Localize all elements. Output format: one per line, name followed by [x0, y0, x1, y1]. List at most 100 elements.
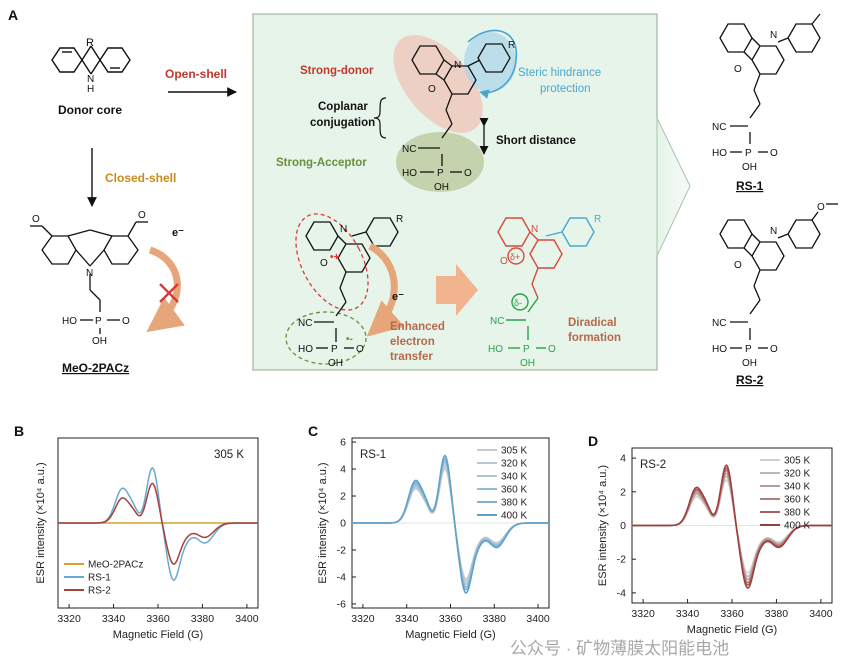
chart-c-xtick-label: 3340 [395, 613, 419, 625]
chart-d: D 3320 3340 3360 3380 3400 -4 -2 0 2 4 Magnetic Fie… [588, 433, 833, 636]
chart-b-xtick-label: 3380 [191, 613, 215, 625]
chart-c-xtick-label: 3380 [483, 613, 507, 625]
chart-b-ylabel: ESR intensity (×10⁴ a.u.) [35, 462, 47, 583]
diradical-o: O [500, 256, 508, 267]
chart-c-xlabel: Magnetic Field (G) [405, 629, 495, 641]
big-flow-arrow [656, 117, 691, 257]
enhanced-label-2: electron [390, 336, 435, 348]
meo-o: O [122, 316, 130, 327]
meo-2pacz-structure [30, 221, 148, 334]
meo-2pacz-label: MeO-2PACz [62, 361, 129, 375]
steric-label-1: Steric hindrance [518, 67, 601, 79]
radical-r: R [396, 214, 403, 225]
chart-b-xlabel: Magnetic Field (G) [113, 629, 203, 641]
chart-d-legend-label: 360 K [784, 495, 810, 506]
chart-d-xtick-label: 3360 [720, 608, 744, 620]
chart-c-legend-label: 305 K [501, 446, 527, 457]
chart-c-legend-label: 320 K [501, 459, 527, 470]
chart-c-ytick-label: 0 [340, 518, 346, 530]
meo-oh: OH [92, 336, 107, 347]
diradical-r: R [594, 214, 601, 225]
rs-2-o2: O [770, 344, 778, 355]
chart-d-ytick-label: 4 [620, 453, 626, 465]
donor-h-atom: H [87, 84, 94, 95]
radical-ho: HO [298, 344, 313, 355]
chart-d-ytick-label: 0 [620, 520, 626, 532]
rs-2-methoxy-o: O [817, 202, 825, 213]
chart-c-legend-label: 400 K [501, 511, 527, 522]
radical-molecule [305, 217, 399, 349]
radical-p: P [331, 344, 338, 355]
open-shell-label: Open-shell [165, 67, 227, 81]
chart-b-annotation: 305 K [214, 449, 244, 461]
steric-rotation-arrow [467, 29, 518, 99]
rs-2-o: O [734, 260, 742, 271]
closed-shell-label: Closed-shell [105, 171, 176, 185]
diradical-label-2: formation [568, 332, 621, 344]
enhanced-label-3: transfer [390, 351, 433, 363]
chart-c: C 3320 3340 3360 3380 3400 -6 -4 -2 0 2 4 6 Magnetic … [308, 423, 550, 641]
rs-2-n: N [770, 226, 777, 237]
coplanar-brace [373, 97, 387, 139]
enhanced-transfer-arrow [366, 242, 405, 337]
radical-acceptor-ring [285, 311, 367, 365]
chart-d-letter: D [588, 433, 598, 449]
chart-d-xlabel: Magnetic Field (G) [687, 624, 777, 636]
chart-c-ylabel: ESR intensity (×10⁴ a.u.) [317, 462, 329, 583]
donor-highlight [393, 35, 483, 133]
center-n-atom: N [454, 60, 461, 71]
diradical-n: N [531, 224, 538, 235]
diradical-molecule [497, 217, 595, 349]
panel-a-letter: A [8, 7, 18, 23]
meo-n-atom: N [86, 268, 93, 279]
diradical-p: P [523, 344, 530, 355]
blocked-transfer-arrow [146, 246, 185, 333]
rs-2-structure [719, 203, 838, 349]
chart-d-xtick-label: 3320 [631, 608, 655, 620]
chart-b-letter: B [14, 423, 24, 439]
radical-minus: •- [346, 334, 353, 345]
diradical-oh: OH [520, 358, 535, 369]
chart-c-ytick-label: 4 [340, 464, 346, 476]
center-o: O [464, 168, 472, 179]
rs-1-o2: O [770, 148, 778, 159]
blocked-cross-icon [159, 283, 179, 303]
chart-c-ytick-label: -4 [337, 571, 346, 583]
chart-d-ytick-label: -2 [617, 554, 626, 566]
donor-core-label: Donor core [58, 103, 122, 117]
meo-p: P [95, 316, 102, 327]
strong-donor-label: Strong-donor [300, 65, 374, 77]
chart-c-legend-label: 380 K [501, 498, 527, 509]
chart-d-legend-label: 340 K [784, 482, 810, 493]
meo-ho: HO [62, 316, 77, 327]
chart-b-legend-label: MeO-2PACz [88, 560, 143, 571]
donor-core-structure [51, 45, 131, 75]
center-oh: OH [434, 182, 449, 193]
rs-1-o: O [734, 64, 742, 75]
chart-b-xtick-label: 3400 [235, 613, 259, 625]
center-molecule [411, 43, 511, 173]
chart-b-xtick-label: 3340 [102, 613, 126, 625]
rs-1-p: P [745, 148, 752, 159]
rs-1-structure [719, 13, 821, 153]
rs-2-label: RS-2 [736, 373, 764, 387]
short-distance-label: Short distance [496, 135, 576, 147]
chart-c-series-line [352, 454, 549, 594]
diradical-delta-minus: δ- [514, 298, 522, 308]
diradical-delta-plus: δ+ [510, 252, 520, 262]
chart-b-xtick-label: 3360 [146, 613, 170, 625]
rs-1-label: RS-1 [736, 179, 764, 193]
watermark: 公众号 · 矿物薄膜太阳能电池 [510, 639, 729, 658]
diradical-flow-arrow [436, 264, 478, 316]
chart-b-legend-label: RS-1 [88, 573, 111, 584]
chart-c-xtick-label: 3360 [439, 613, 463, 625]
radical-cn: NC [298, 318, 312, 329]
chart-b: B 3320 3340 3360 3380 3400 Magnetic Field (G) E… [14, 423, 259, 641]
chart-b-xtick-label: 3320 [57, 613, 81, 625]
donor-r-atom: R [86, 37, 94, 49]
diradical-cn: NC [490, 316, 504, 327]
chart-c-xtick-label: 3400 [526, 613, 550, 625]
rs-2-p: P [745, 344, 752, 355]
chart-c-legend-label: 360 K [501, 485, 527, 496]
